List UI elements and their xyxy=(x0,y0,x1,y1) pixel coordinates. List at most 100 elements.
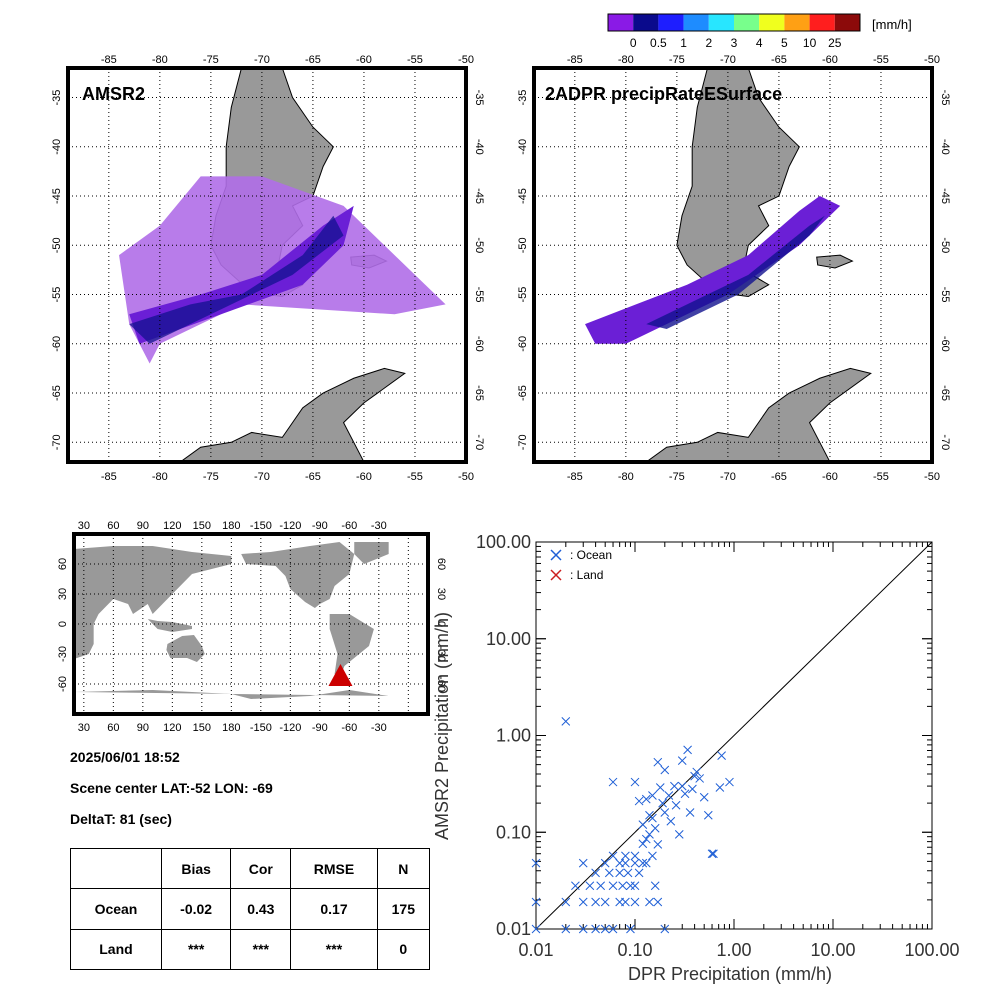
colorbar-tick-label: 5 xyxy=(781,36,788,50)
lat-tick-label: -35 xyxy=(517,90,529,106)
world-lat-tick-label: -30 xyxy=(57,646,69,662)
amsr2-map-title: AMSR2 xyxy=(82,84,145,104)
colorbar: [mm/h] 0 0.5 1 2 3 4 5 10 25 xyxy=(607,13,912,50)
lon-tick-label: -50 xyxy=(458,471,474,483)
lat-tick-label: -45 xyxy=(473,188,485,204)
world-lat-tick-label: 60 xyxy=(435,558,447,570)
delta-time: DeltaT: 81 (sec) xyxy=(70,811,172,827)
legend-label: : Ocean xyxy=(570,548,612,562)
colorbar-swatch xyxy=(834,14,860,31)
stats-cell: *** xyxy=(230,928,292,971)
colorbar-border xyxy=(607,13,861,32)
y-tick-label: 0.10 xyxy=(496,822,531,842)
colorbar-tick-label: 4 xyxy=(756,36,763,50)
x-tick-label: 100.00 xyxy=(904,940,959,960)
lat-tick-label: -35 xyxy=(939,90,951,106)
world-lon-tick-label: -60 xyxy=(341,520,357,532)
data-point xyxy=(591,897,600,907)
data-point xyxy=(531,858,541,868)
lon-tick-label: -50 xyxy=(458,55,474,66)
world-map-panel: 30 30 60 60 90 90 120 120 150 150 180 180 -150 -150 -1… xyxy=(57,520,447,734)
colorbar-tick-label: 25 xyxy=(828,36,842,50)
dpr-map-panel: -85 -85 -80 -80 -75 -75 -70 -70 -65 -65 -60 -60 -55 -… xyxy=(517,55,951,483)
data-point xyxy=(608,851,618,861)
lat-tick-label: -45 xyxy=(939,188,951,204)
data-point xyxy=(561,717,571,726)
land-antarctica xyxy=(74,690,389,714)
lon-tick-label: -55 xyxy=(407,55,423,66)
lon-tick-label: -80 xyxy=(152,55,168,66)
data-point xyxy=(725,777,734,787)
lat-tick-label: -60 xyxy=(473,336,485,352)
stats-cell: 175 xyxy=(376,888,431,930)
data-point xyxy=(688,784,697,794)
map-frame xyxy=(532,66,934,464)
data-point xyxy=(621,851,630,861)
lon-tick-label: -75 xyxy=(203,55,219,66)
land-antarctic-peninsula xyxy=(645,367,872,462)
data-point xyxy=(578,924,588,934)
lat-tick-label: -60 xyxy=(51,336,63,352)
world-map: 30 30 60 60 90 90 120 120 150 150 180 180 -150 -150 -1… xyxy=(57,520,447,734)
data-point xyxy=(715,783,725,792)
colorbar-boxes xyxy=(607,13,861,32)
colorbar-tick-label: 0 xyxy=(630,36,637,50)
lon-tick-label: -60 xyxy=(822,55,838,66)
land-south-america xyxy=(329,614,374,679)
lon-tick-label: -60 xyxy=(356,55,372,66)
scatter-content: 0.010.01 0.10 0.10 1.00 1.00 10.00 10.00 100.00… xyxy=(476,532,960,960)
world-lon-tick-label: 180 xyxy=(222,520,240,532)
world-lon-tick-label: -120 xyxy=(279,722,301,734)
world-lat-tick-label: 30 xyxy=(57,588,69,600)
lat-tick-label: -55 xyxy=(517,287,529,303)
data-point xyxy=(626,924,635,934)
data-point xyxy=(666,816,676,826)
data-point xyxy=(645,897,654,907)
data-point xyxy=(677,756,687,765)
stats-cell: 0 xyxy=(376,928,431,971)
data-point xyxy=(585,881,595,891)
data-point xyxy=(604,868,614,878)
lat-tick-label: -70 xyxy=(473,434,485,450)
data-point xyxy=(670,781,679,791)
data-point xyxy=(650,823,660,833)
data-point xyxy=(660,924,670,934)
world-lon-tick-label: 90 xyxy=(137,722,149,734)
data-point xyxy=(638,839,648,849)
world-lon-tick-label: 30 xyxy=(78,722,90,734)
lon-tick-label: -60 xyxy=(356,471,372,483)
lon-tick-label: -75 xyxy=(669,471,685,483)
data-point xyxy=(591,868,600,878)
lat-tick-label: -55 xyxy=(51,287,63,303)
stats-cell: -0.02 xyxy=(160,888,232,930)
stats-cell: Ocean xyxy=(70,888,162,930)
lat-tick-label: -50 xyxy=(473,237,485,253)
data-point xyxy=(690,771,699,781)
map-inner xyxy=(534,68,932,462)
lon-tick-label: -65 xyxy=(771,55,787,66)
data-point xyxy=(608,881,618,891)
data-point xyxy=(600,897,610,907)
lon-tick-label: -85 xyxy=(567,55,583,66)
data-point xyxy=(561,897,571,907)
stats-cell: Land xyxy=(70,928,162,971)
world-inner xyxy=(74,534,428,714)
stats-row-ocean: Ocean -0.02 0.43 0.17 175 xyxy=(70,888,431,930)
world-lon-tick-label: 180 xyxy=(222,722,240,734)
lat-tick-label: -65 xyxy=(51,385,63,401)
data-point xyxy=(615,868,625,878)
data-point xyxy=(561,924,571,934)
colorbar-swatch xyxy=(759,14,785,31)
data-point xyxy=(531,897,541,907)
y-tick-label: 1.00 xyxy=(496,726,531,746)
world-lat-tick-label: -60 xyxy=(435,676,447,692)
world-lon-tick-label: 90 xyxy=(137,520,149,532)
land-indonesia xyxy=(147,619,192,632)
map-frame xyxy=(66,66,468,464)
world-lon-tick-label: 150 xyxy=(193,722,211,734)
data-point xyxy=(634,796,644,806)
land-antarctic-peninsula xyxy=(179,367,406,462)
precip-band-heavy xyxy=(129,215,344,344)
lon-tick-label: -70 xyxy=(254,471,270,483)
data-point xyxy=(621,858,630,868)
